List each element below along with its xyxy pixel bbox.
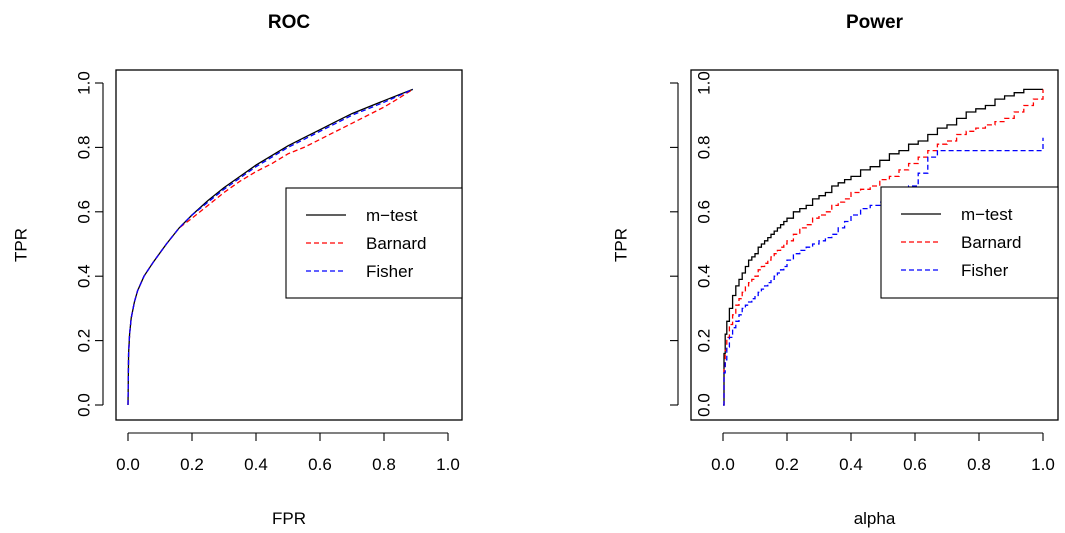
legend-label: m−test: [366, 206, 418, 225]
series-line-barnard: [723, 89, 1044, 406]
x-tick-label: 0.0: [711, 455, 735, 474]
y-tick-label: 1.0: [694, 71, 713, 95]
x-tick-label: 0.2: [180, 455, 204, 474]
series-line-m-test: [127, 88, 414, 406]
legend-label: Fisher: [961, 261, 1009, 280]
chart-panel-1: Power alpha TPR 0.0 0.2 0.4 0.6 0.8 1.0 0.0 0.2 0.4…: [611, 12, 1059, 528]
legend: m−test Barnard Fisher: [880, 186, 1059, 299]
legend-label: Barnard: [366, 234, 426, 253]
legend-label: m−test: [961, 205, 1013, 224]
y-tick-label: 0.4: [74, 264, 93, 288]
series-line-fisher: [723, 137, 1044, 406]
y-tick-label: 0.4: [694, 264, 713, 288]
series-line-barnard: [127, 88, 414, 406]
legend-label: Fisher: [366, 262, 414, 281]
y-tick-label: 0.6: [694, 200, 713, 224]
series-line-m-test: [723, 88, 1043, 406]
x-axis-label: FPR: [272, 509, 306, 528]
legend-label: Barnard: [961, 233, 1021, 252]
legend: m−test Barnard Fisher: [285, 187, 463, 299]
series-line-fisher: [127, 88, 414, 406]
x-tick-label: 1.0: [1031, 455, 1055, 474]
chart-title: Power: [846, 12, 904, 33]
chart-title: ROC: [268, 12, 311, 33]
x-tick-label: 0.4: [839, 455, 863, 474]
y-tick-label: 0.2: [74, 329, 93, 353]
x-tick-label: 0.6: [903, 455, 927, 474]
x-tick-label: 0.4: [244, 455, 268, 474]
y-axis-label: TPR: [611, 228, 630, 262]
y-tick-label: 0.2: [694, 329, 713, 353]
y-tick-label: 1.0: [74, 71, 93, 95]
y-axis-label: TPR: [11, 228, 30, 262]
x-tick-label: 1.0: [436, 455, 460, 474]
y-tick-label: 0.8: [74, 136, 93, 160]
y-tick-label: 0.8: [694, 136, 713, 160]
x-tick-label: 0.8: [372, 455, 396, 474]
x-tick-label: 0.0: [116, 455, 140, 474]
x-axis-label: alpha: [854, 509, 896, 528]
chart-panel-0: ROC FPR TPR 0.0 0.2 0.4 0.6 0.8 1.0 0.0 0.2 0.4 0.6 0…: [11, 12, 463, 528]
y-tick-label: 0.0: [74, 393, 93, 417]
x-tick-label: 0.6: [308, 455, 332, 474]
x-tick-label: 0.8: [967, 455, 991, 474]
x-tick-label: 0.2: [775, 455, 799, 474]
y-tick-label: 0.0: [694, 393, 713, 417]
y-tick-label: 0.6: [74, 200, 93, 224]
